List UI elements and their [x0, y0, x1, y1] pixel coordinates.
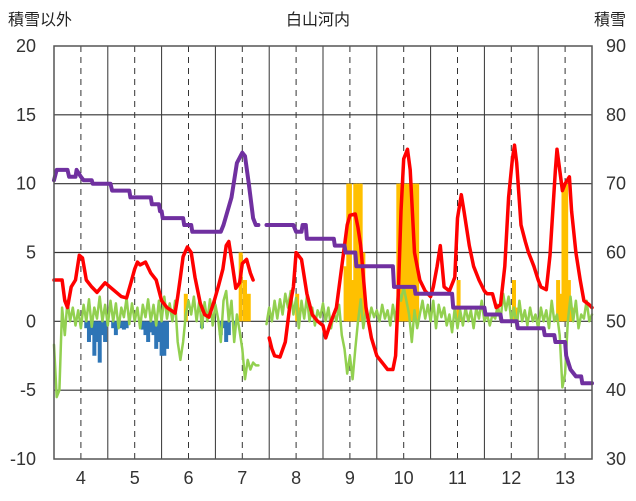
negative-bar: [143, 321, 148, 336]
negative-bar: [221, 321, 226, 329]
negative-bar: [224, 321, 229, 342]
positive-bar: [350, 280, 355, 322]
x-tick-label: 7: [237, 468, 247, 488]
temperature-line: [52, 239, 255, 319]
negative-bar: [113, 321, 118, 336]
positive-bar: [407, 183, 412, 322]
negative-bar: [159, 321, 164, 356]
y-tick-label-right: 50: [606, 311, 626, 331]
x-tick-label: 9: [345, 468, 355, 488]
negative-bar: [162, 321, 167, 356]
grid-lines: [54, 46, 592, 459]
positive-bar: [183, 293, 188, 322]
x-tick-label: 5: [130, 468, 140, 488]
y-tick-label-right: 80: [606, 105, 626, 125]
temperature-line: [267, 143, 594, 372]
negative-bar: [164, 321, 169, 349]
positive-bar: [242, 280, 247, 322]
positive-bar: [343, 266, 348, 322]
positive-bar: [404, 183, 409, 322]
negative-bar: [154, 321, 159, 349]
temp-change-line: [52, 289, 260, 399]
negative-bar: [124, 321, 129, 329]
positive-bar: [409, 183, 414, 322]
negative-bar: [151, 321, 156, 336]
negative-bar: [84, 321, 89, 329]
negative-bar: [119, 321, 124, 329]
negative-bar: [92, 321, 97, 356]
negative-bar: [100, 321, 105, 336]
temp-change-line: [265, 285, 594, 389]
chart-title: 白山河内: [286, 11, 350, 29]
positive-bar: [415, 183, 420, 322]
positive-bar: [355, 183, 360, 322]
positive-bar: [246, 293, 251, 322]
x-tick-label: 4: [76, 468, 86, 488]
y-tick-label-left: 0: [26, 311, 36, 331]
negative-bar: [226, 321, 231, 336]
y-axis-left-label: 積雪以外: [8, 11, 72, 29]
y-tick-label-left: 15: [16, 105, 36, 125]
y-tick-label-right: 40: [606, 380, 626, 400]
x-ticks: 4 5 6 7 8 9 10 11 12 13: [76, 468, 575, 488]
snow-depth-line: [264, 223, 594, 386]
x-tick-label: 11: [448, 468, 467, 488]
positive-bar: [564, 183, 569, 322]
negative-bar: [89, 321, 94, 336]
y-tick-label-left: 5: [26, 243, 36, 263]
x-tick-label: 6: [183, 468, 193, 488]
y-tick-label-right: 90: [606, 36, 626, 56]
snow-depth-line: [52, 150, 261, 234]
positive-bar: [514, 307, 519, 322]
x-tick-label: 8: [291, 468, 301, 488]
series-lines: [52, 143, 594, 399]
y-tick-label-left: 10: [16, 174, 36, 194]
negative-bar: [111, 321, 116, 329]
negative-bar: [97, 321, 102, 363]
y-tick-label-right: 60: [606, 243, 626, 263]
negative-bar: [121, 321, 126, 330]
y-tick-label-left: -10: [10, 449, 36, 469]
y-axis-right-label: 積雪: [594, 11, 626, 29]
x-tick-label: 12: [501, 468, 521, 488]
negative-bar: [148, 321, 153, 333]
y-tick-label-right: 70: [606, 174, 626, 194]
x-tick-label: 10: [394, 468, 414, 488]
negative-bar: [140, 321, 145, 330]
negative-bar: [95, 321, 100, 342]
positive-bar: [561, 183, 566, 322]
positive-bar: [456, 280, 461, 322]
positive-bar: [511, 280, 516, 322]
x-tick-label: 13: [555, 468, 575, 488]
negative-bar: [156, 321, 161, 342]
negative-bar: [146, 321, 151, 342]
y-ticks-left: -10 -5 0 5 10 15 20: [10, 36, 36, 469]
negative-bar: [103, 321, 108, 342]
positive-bar: [558, 293, 563, 322]
negative-bar: [86, 321, 91, 342]
y-tick-label-left: -5: [20, 380, 36, 400]
positive-bar: [238, 252, 243, 322]
plot-frame: [53, 45, 593, 460]
positive-bar: [401, 183, 406, 322]
positive-bar: [556, 280, 561, 322]
y-tick-label-left: 20: [16, 36, 36, 56]
y-ticks-right: 30 40 50 60 70 80 90: [606, 36, 626, 469]
y-tick-label-right: 30: [606, 449, 626, 469]
